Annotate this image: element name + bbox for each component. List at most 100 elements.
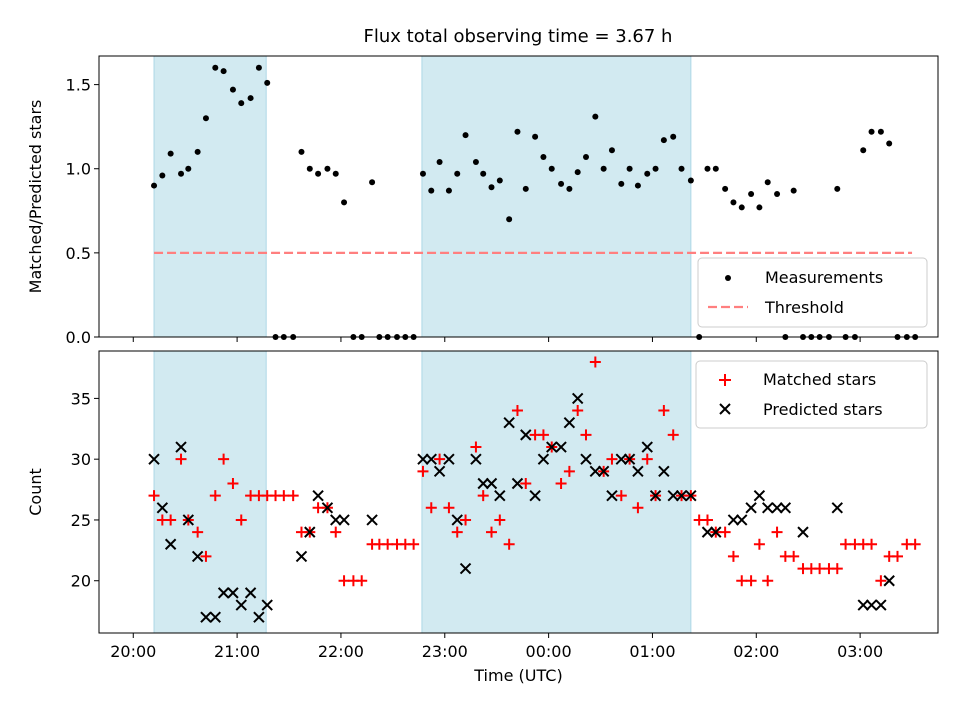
predicted-point bbox=[511, 477, 524, 490]
matched-point bbox=[200, 550, 212, 562]
predicted-point bbox=[685, 489, 697, 502]
predicted-point bbox=[425, 453, 437, 465]
observing-window bbox=[153, 55, 267, 338]
y-tick-label: 35 bbox=[71, 389, 91, 408]
matched-point bbox=[814, 563, 826, 575]
legend-frame bbox=[697, 257, 928, 328]
predicted-point bbox=[797, 526, 809, 538]
predicted-point bbox=[753, 489, 766, 502]
measurement-point bbox=[522, 185, 529, 192]
matched-point bbox=[235, 514, 247, 526]
predicted-point bbox=[857, 599, 869, 611]
predicted-point bbox=[191, 550, 204, 563]
matched-point bbox=[909, 538, 921, 550]
matched-point bbox=[330, 526, 342, 538]
legend-frame bbox=[695, 360, 928, 429]
predicted-point bbox=[555, 441, 567, 453]
legend-label-threshold: Threshold bbox=[764, 298, 844, 317]
x-axis-label: Time (UTC) bbox=[473, 666, 562, 685]
predicted-point bbox=[304, 526, 316, 538]
predicted-point bbox=[485, 477, 498, 490]
predicted-point bbox=[459, 562, 472, 575]
y-tick-label: 0.0 bbox=[66, 328, 91, 347]
predicted-point bbox=[771, 502, 783, 514]
measurement-point bbox=[159, 172, 166, 179]
matched-point bbox=[727, 550, 739, 562]
measurement-point bbox=[618, 180, 625, 187]
predicted-point bbox=[235, 599, 247, 611]
measurement-point bbox=[428, 187, 435, 194]
predicted-point bbox=[745, 502, 757, 514]
matched-point bbox=[192, 526, 204, 538]
predicted-point bbox=[883, 575, 895, 587]
measurement-point bbox=[178, 170, 185, 177]
predicted-point bbox=[529, 489, 541, 502]
measurement-point bbox=[678, 165, 685, 172]
predicted-point bbox=[312, 489, 324, 502]
legend-bottom: Matched stars Predicted stars bbox=[695, 360, 928, 429]
predicted-point bbox=[831, 502, 843, 514]
matched-point bbox=[511, 405, 523, 417]
predicted-point bbox=[701, 526, 714, 538]
measurement-point bbox=[608, 147, 615, 154]
predicted-point bbox=[164, 538, 177, 550]
matched-point bbox=[417, 465, 429, 477]
measurement-point bbox=[496, 177, 503, 184]
predicted-point bbox=[494, 489, 506, 502]
matched-point bbox=[486, 526, 498, 538]
measurement-point bbox=[229, 86, 236, 93]
matched-point bbox=[434, 453, 446, 465]
predicted-point bbox=[338, 514, 350, 526]
predicted-point bbox=[217, 587, 230, 599]
observing-window bbox=[153, 350, 267, 634]
measurement-point bbox=[548, 165, 555, 172]
matched-point bbox=[658, 405, 670, 417]
matched-point bbox=[866, 538, 878, 550]
matched-point bbox=[175, 453, 187, 465]
matched-point bbox=[589, 356, 601, 368]
predicted-point bbox=[779, 502, 792, 514]
matched-point bbox=[632, 502, 644, 514]
x-tick-label: 22:00 bbox=[318, 642, 364, 661]
predicted-point bbox=[433, 465, 446, 478]
measurement-point bbox=[462, 132, 469, 139]
matched-point bbox=[572, 405, 584, 417]
legend-marker-matched bbox=[719, 374, 731, 386]
measurement-point bbox=[582, 153, 589, 160]
legend-top: Measurements Threshold bbox=[697, 257, 928, 328]
measurement-point bbox=[514, 128, 521, 135]
predicted-point bbox=[606, 489, 618, 502]
measurement-point bbox=[748, 190, 755, 197]
predicted-point bbox=[209, 611, 222, 623]
predicted-point bbox=[366, 514, 378, 526]
predicted-point bbox=[571, 392, 584, 405]
predicted-point bbox=[563, 417, 576, 429]
matched-point bbox=[736, 575, 748, 587]
predicted-point bbox=[253, 611, 265, 623]
measurement-point bbox=[574, 169, 581, 176]
observing-window bbox=[421, 350, 692, 634]
matched-point bbox=[537, 429, 549, 441]
legend-label-measurements: Measurements bbox=[765, 268, 883, 287]
predicted-point bbox=[667, 489, 679, 502]
matched-point bbox=[615, 490, 627, 502]
matched-point bbox=[209, 490, 221, 502]
measurement-point bbox=[306, 165, 313, 172]
measurement-point bbox=[670, 133, 677, 140]
predicted-point bbox=[182, 514, 195, 526]
matched-point bbox=[555, 477, 567, 489]
predicted-point bbox=[537, 453, 550, 465]
matched-point bbox=[771, 526, 783, 538]
predicted-point bbox=[865, 599, 878, 611]
matched-point bbox=[460, 514, 472, 526]
predicted-point bbox=[451, 514, 463, 526]
predicted-point bbox=[175, 441, 187, 453]
matched-point bbox=[356, 575, 368, 587]
matched-point bbox=[892, 550, 904, 562]
measurement-point bbox=[877, 128, 884, 135]
matched-point bbox=[312, 502, 324, 514]
axes-frame bbox=[98, 55, 939, 338]
matched-point bbox=[470, 441, 482, 453]
predicted-point bbox=[875, 599, 887, 611]
